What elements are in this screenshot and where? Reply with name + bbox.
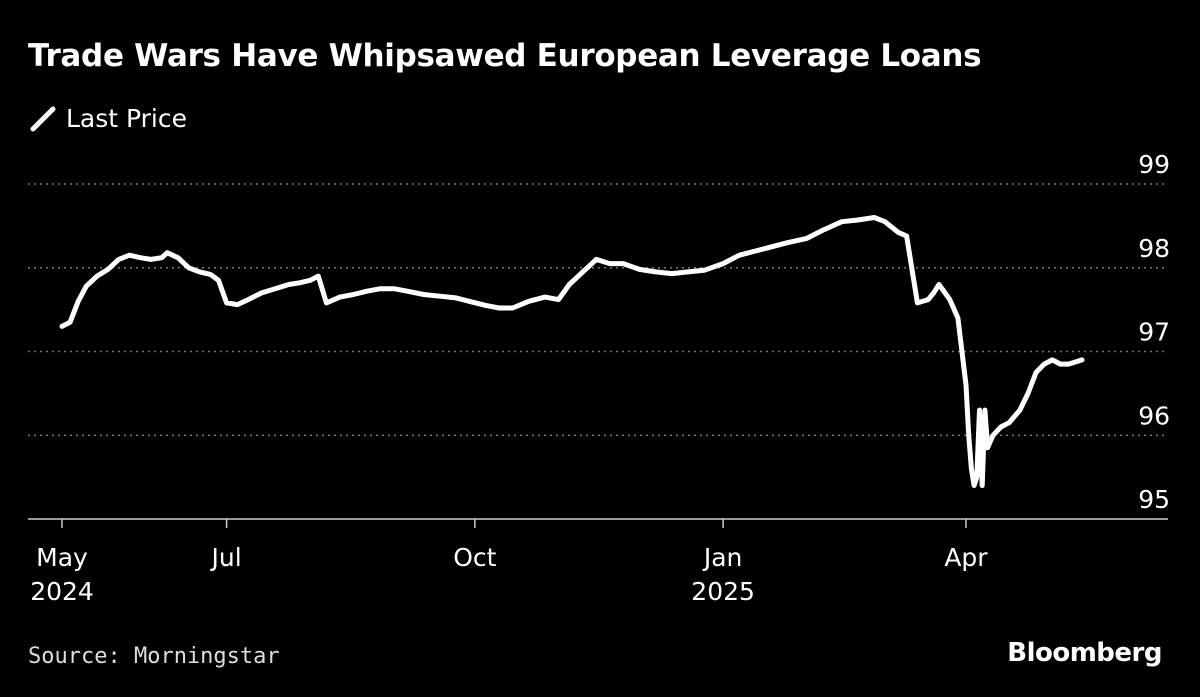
x-tick-label: May (36, 543, 88, 572)
source-note: Source: Morningstar (28, 644, 280, 669)
x-tick-label: Jul (210, 543, 242, 572)
x-tick-label: Oct (453, 543, 496, 572)
x-axis: May 2024 Jul Oct Jan 2025 Apr (28, 518, 1168, 606)
bloomberg-logo: Bloomberg (1007, 638, 1162, 668)
x-tick-label: Apr (944, 543, 988, 572)
legend-label: Last Price (66, 104, 188, 133)
series-group (59, 215, 1085, 488)
chart-title: Trade Wars Have Whipsawed European Lever… (28, 38, 982, 74)
y-tick-label: 95 (1138, 485, 1170, 514)
series-line-last-price (59, 215, 1085, 488)
x-tick-sublabel: 2024 (30, 577, 94, 606)
legend: Last Price (30, 104, 187, 133)
y-tick-label: 96 (1138, 401, 1170, 430)
y-tick-label: 99 (1138, 150, 1170, 179)
x-tick-sublabel: 2025 (691, 577, 755, 606)
legend-line-icon (30, 106, 56, 131)
y-axis: 99 98 97 96 95 (1138, 150, 1170, 514)
y-tick-label: 98 (1138, 234, 1170, 263)
x-tick-label: Jan (702, 543, 743, 572)
grid-lines (28, 183, 1168, 436)
y-tick-label: 97 (1138, 318, 1170, 347)
